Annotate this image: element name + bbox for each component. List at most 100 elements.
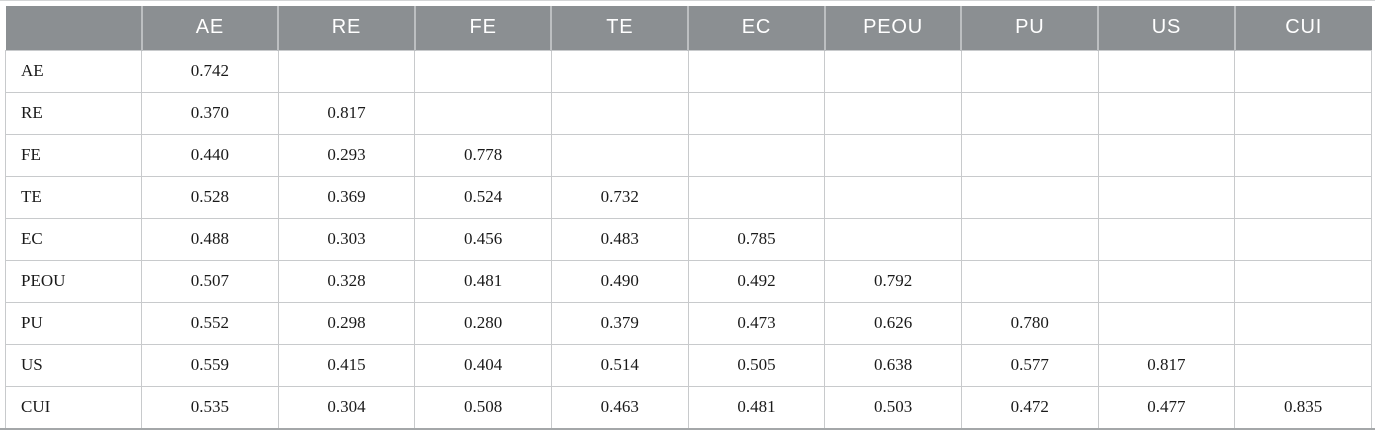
value-cell bbox=[960, 259, 1099, 303]
value-cell: 0.490 bbox=[550, 259, 689, 303]
value-cell bbox=[550, 49, 689, 93]
row-label-peou: PEOU bbox=[5, 259, 142, 303]
value-cell bbox=[960, 175, 1099, 219]
value-cell: 0.293 bbox=[277, 133, 416, 177]
value-cell bbox=[1097, 133, 1236, 177]
value-cell bbox=[277, 49, 416, 93]
value-cell bbox=[687, 175, 826, 219]
value-cell: 0.626 bbox=[824, 301, 962, 345]
value-cell: 0.369 bbox=[277, 175, 416, 219]
value-cell: 0.481 bbox=[687, 385, 826, 428]
value-cell: 0.379 bbox=[550, 301, 689, 345]
table-row-fe: FE 0.440 0.293 0.778 bbox=[5, 133, 1372, 177]
value-cell: 0.528 bbox=[141, 175, 279, 219]
value-cell: 0.778 bbox=[414, 133, 552, 177]
value-cell: 0.304 bbox=[277, 385, 416, 428]
value-cell bbox=[1097, 301, 1236, 345]
table-header: AE RE FE TE EC PEOU PU US CUI bbox=[5, 6, 1372, 50]
value-cell: 0.298 bbox=[277, 301, 416, 345]
value-cell bbox=[960, 133, 1099, 177]
value-cell: 0.835 bbox=[1234, 385, 1372, 428]
value-cell bbox=[1234, 175, 1372, 219]
value-cell: 0.638 bbox=[824, 343, 962, 387]
row-label-pu: PU bbox=[5, 301, 142, 345]
value-cell: 0.415 bbox=[277, 343, 416, 387]
value-cell: 0.481 bbox=[414, 259, 552, 303]
row-label-ae: AE bbox=[5, 49, 142, 93]
row-label-te: TE bbox=[5, 175, 142, 219]
value-cell: 0.477 bbox=[1097, 385, 1236, 428]
table-row-ae: AE 0.742 bbox=[5, 49, 1372, 93]
header-cell-empty bbox=[5, 6, 142, 50]
value-cell bbox=[824, 91, 962, 135]
header-cell-us: US bbox=[1097, 6, 1235, 50]
correlation-matrix-container: AE RE FE TE EC PEOU PU US CUI AE 0.742 RE 0.370 0.81… bbox=[5, 6, 1372, 428]
value-cell: 0.370 bbox=[141, 91, 279, 135]
value-cell bbox=[1234, 301, 1372, 345]
header-cell-peou: PEOU bbox=[823, 6, 962, 50]
value-cell bbox=[1234, 259, 1372, 303]
value-cell: 0.577 bbox=[960, 343, 1099, 387]
table-row-ec: EC 0.488 0.303 0.456 0.483 0.785 bbox=[5, 217, 1372, 261]
correlation-matrix-table: AE RE FE TE EC PEOU PU US CUI AE 0.742 RE 0.370 0.81… bbox=[5, 6, 1372, 428]
value-cell bbox=[687, 49, 826, 93]
value-cell bbox=[824, 133, 962, 177]
table-row-re: RE 0.370 0.817 bbox=[5, 91, 1372, 135]
value-cell: 0.785 bbox=[687, 217, 826, 261]
value-cell bbox=[687, 133, 826, 177]
value-cell: 0.503 bbox=[824, 385, 962, 428]
value-cell: 0.817 bbox=[277, 91, 416, 135]
value-cell bbox=[550, 133, 689, 177]
value-cell bbox=[824, 49, 962, 93]
header-cell-ae: AE bbox=[140, 6, 279, 50]
row-label-us: US bbox=[5, 343, 142, 387]
value-cell: 0.440 bbox=[141, 133, 279, 177]
header-cell-ec: EC bbox=[687, 6, 825, 50]
value-cell: 0.535 bbox=[141, 385, 279, 428]
value-cell: 0.472 bbox=[960, 385, 1099, 428]
value-cell bbox=[1097, 217, 1236, 261]
table-row-us: US 0.559 0.415 0.404 0.514 0.505 0.638 0.577 0.8… bbox=[5, 343, 1372, 387]
value-cell: 0.508 bbox=[414, 385, 552, 428]
value-cell: 0.505 bbox=[687, 343, 826, 387]
header-cell-cui: CUI bbox=[1233, 6, 1372, 50]
value-cell bbox=[414, 49, 552, 93]
table-row-pu: PU 0.552 0.298 0.280 0.379 0.473 0.626 0.780 bbox=[5, 301, 1372, 345]
value-cell: 0.507 bbox=[141, 259, 279, 303]
value-cell: 0.473 bbox=[687, 301, 826, 345]
value-cell bbox=[1097, 259, 1236, 303]
row-label-re: RE bbox=[5, 91, 142, 135]
table-row-cui: CUI 0.535 0.304 0.508 0.463 0.481 0.503 0.472 0.… bbox=[5, 385, 1372, 428]
value-cell bbox=[1234, 133, 1372, 177]
value-cell bbox=[1234, 343, 1372, 387]
value-cell bbox=[824, 175, 962, 219]
value-cell: 0.552 bbox=[141, 301, 279, 345]
value-cell: 0.483 bbox=[550, 217, 689, 261]
table-bottom-rule bbox=[0, 428, 1375, 430]
value-cell: 0.514 bbox=[550, 343, 689, 387]
value-cell: 0.559 bbox=[141, 343, 279, 387]
value-cell bbox=[687, 91, 826, 135]
value-cell bbox=[1234, 49, 1372, 93]
table-top-rule bbox=[0, 0, 1375, 1]
value-cell bbox=[550, 91, 689, 135]
value-cell bbox=[1234, 217, 1372, 261]
row-label-ec: EC bbox=[5, 217, 142, 261]
header-row: AE RE FE TE EC PEOU PU US CUI bbox=[5, 6, 1372, 50]
value-cell bbox=[960, 91, 1099, 135]
table-row-te: TE 0.528 0.369 0.524 0.732 bbox=[5, 175, 1372, 219]
table-body: AE 0.742 RE 0.370 0.817 FE 0.440 0.293 0.778 TE 0.… bbox=[5, 49, 1372, 428]
value-cell: 0.404 bbox=[414, 343, 552, 387]
value-cell bbox=[414, 91, 552, 135]
value-cell: 0.488 bbox=[141, 217, 279, 261]
value-cell bbox=[960, 217, 1099, 261]
value-cell: 0.792 bbox=[824, 259, 962, 303]
value-cell: 0.456 bbox=[414, 217, 552, 261]
row-label-fe: FE bbox=[5, 133, 142, 177]
value-cell: 0.742 bbox=[141, 49, 279, 93]
header-cell-re: RE bbox=[277, 6, 415, 50]
value-cell bbox=[1234, 91, 1372, 135]
value-cell: 0.817 bbox=[1097, 343, 1236, 387]
header-cell-pu: PU bbox=[960, 6, 1099, 50]
value-cell: 0.328 bbox=[277, 259, 416, 303]
